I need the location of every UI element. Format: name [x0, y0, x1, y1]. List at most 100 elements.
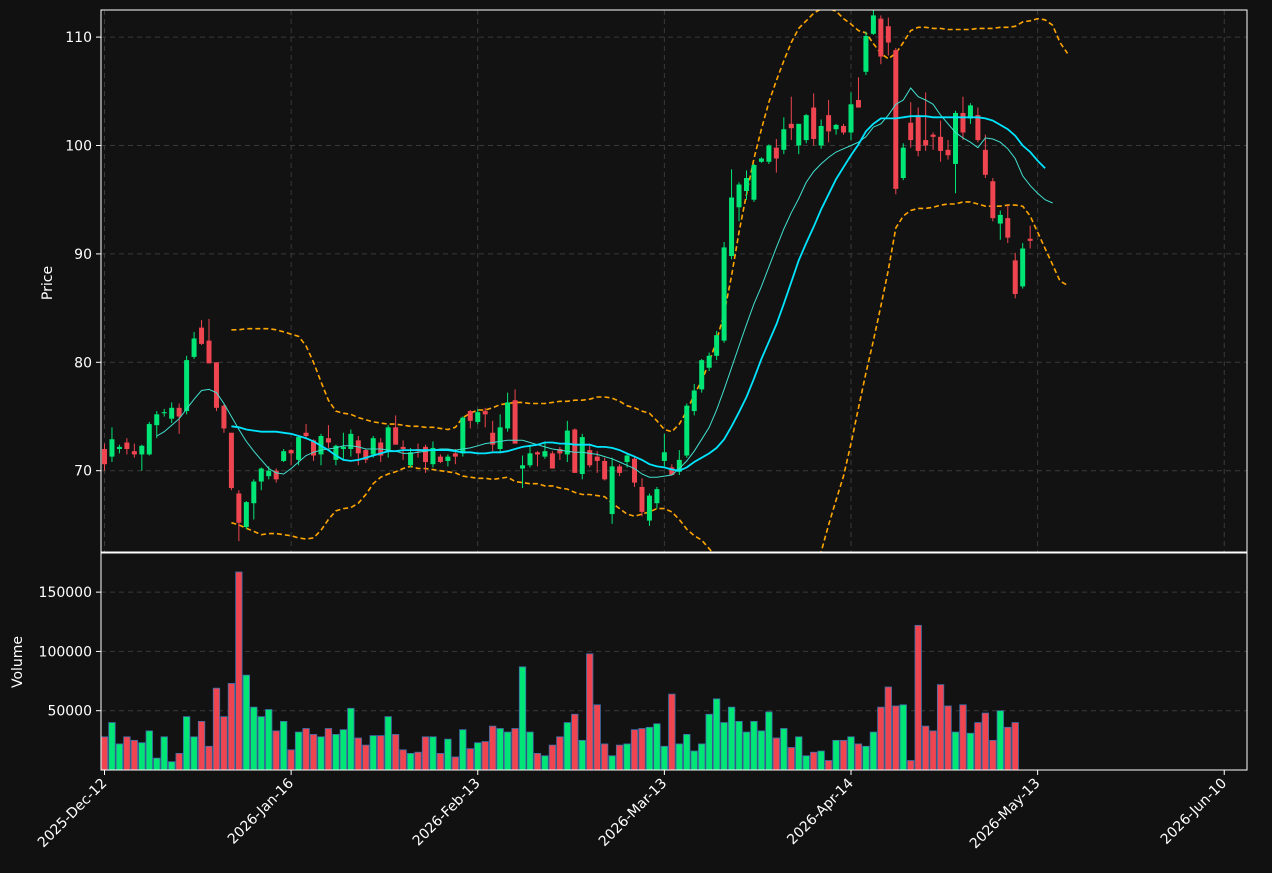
- volume-bar: [720, 722, 728, 771]
- candle-body-down: [482, 411, 488, 415]
- volume-bar: [518, 666, 527, 771]
- volume-bar: [854, 743, 863, 771]
- volume-bar: [436, 752, 445, 771]
- candle-body-up: [699, 360, 705, 390]
- volume-ytick-label: 150000: [39, 585, 92, 601]
- candle-body-up: [803, 115, 809, 141]
- candle-body-up: [266, 470, 272, 477]
- volume-bar: [414, 751, 422, 771]
- volume-bar: [675, 743, 683, 771]
- candle-body-up: [475, 412, 481, 422]
- volume-panel: 50000 100000 150000: [39, 552, 1248, 771]
- candle-body-up: [736, 184, 742, 208]
- candle-body-up: [258, 468, 264, 482]
- volume-bar: [653, 723, 661, 771]
- volume-bar: [115, 743, 124, 771]
- candle-body-down: [826, 115, 832, 132]
- volume-bar: [153, 757, 161, 771]
- candle-body-up: [758, 158, 764, 162]
- candle-body-up: [116, 446, 122, 450]
- volume-bar: [250, 706, 258, 771]
- volume-bar: [690, 750, 698, 771]
- volume-bar: [265, 709, 273, 771]
- candle-body-up: [721, 247, 727, 341]
- candle-body-down: [288, 450, 294, 454]
- volume-bar: [705, 713, 713, 771]
- volume-bar: [369, 735, 377, 771]
- volume-bar: [615, 744, 624, 771]
- bollinger-lower-band: [231, 201, 1068, 552]
- volume-bar: [220, 716, 228, 771]
- volume-bar: [593, 704, 601, 771]
- candle-body-down: [594, 456, 600, 461]
- candle-body-down: [990, 181, 996, 219]
- volume-bar: [869, 731, 878, 771]
- volume-bar: [571, 713, 579, 771]
- volume-bar: [630, 729, 639, 771]
- candle-body-down: [930, 134, 936, 137]
- candle-body-up: [430, 447, 436, 465]
- volume-bar: [160, 736, 168, 771]
- volume-bar: [623, 743, 631, 771]
- volume-bar: [339, 729, 348, 771]
- candle-body-up: [684, 405, 690, 456]
- candle-body-up: [900, 147, 906, 179]
- candle-body-up: [169, 407, 175, 419]
- volume-bar: [772, 737, 780, 771]
- volume-bar: [511, 728, 519, 771]
- volume-ytick-label: 100000: [39, 644, 92, 660]
- volume-bar: [810, 751, 818, 771]
- volume-bar: [190, 736, 198, 771]
- candle-body-down: [213, 362, 219, 408]
- candle-body-up: [281, 451, 287, 461]
- volume-bar: [892, 705, 900, 771]
- candle-body-down: [273, 470, 279, 480]
- candle-body-up: [870, 15, 876, 34]
- candle-body-down: [855, 99, 861, 108]
- volume-bar: [489, 725, 497, 771]
- candle-body-down: [878, 18, 884, 57]
- candle-body-down: [841, 125, 847, 133]
- volume-bar: [481, 741, 489, 771]
- volume-bar: [974, 722, 982, 771]
- volume-bar: [586, 653, 594, 771]
- candle-body-down: [893, 50, 899, 189]
- volume-bar: [1004, 726, 1012, 771]
- candle-body-up: [191, 338, 197, 357]
- price-series-group: [102, 10, 1069, 552]
- volume-bar: [1011, 722, 1019, 771]
- candle-body-up: [296, 437, 302, 460]
- candle-body-down: [669, 467, 675, 476]
- candle-body-down: [811, 107, 817, 139]
- price-ytick-label: 100: [65, 139, 92, 155]
- candle-body-down: [557, 449, 563, 454]
- candle-body-up: [251, 481, 257, 504]
- volume-bar: [257, 716, 265, 771]
- volume-bar: [406, 752, 415, 771]
- price-ytick-label: 70: [74, 464, 92, 480]
- candle-body-down: [311, 440, 317, 456]
- volume-bar: [601, 743, 609, 771]
- candle-body-down: [572, 429, 578, 473]
- volume-bar: [347, 707, 355, 771]
- candle-body-up: [646, 495, 652, 521]
- volume-bar: [824, 760, 833, 771]
- candle-body-up: [796, 123, 802, 146]
- candle-body-up: [146, 424, 152, 455]
- price-panel-frame: [100, 9, 1248, 553]
- candle-body-up: [408, 452, 414, 466]
- candle-body-up: [527, 453, 533, 466]
- candle-body-down: [632, 458, 638, 483]
- volume-bar: [563, 722, 571, 771]
- volume-bar: [309, 734, 318, 771]
- candle-body-up: [161, 412, 167, 414]
- volume-bar: [168, 761, 176, 771]
- candle-body-up: [340, 446, 346, 450]
- volume-bar: [429, 736, 437, 771]
- volume-bar: [795, 736, 803, 771]
- volume-bar: [205, 745, 213, 771]
- candle-body-up: [953, 112, 959, 164]
- candle-body-up: [766, 145, 772, 162]
- volume-bar: [727, 706, 736, 771]
